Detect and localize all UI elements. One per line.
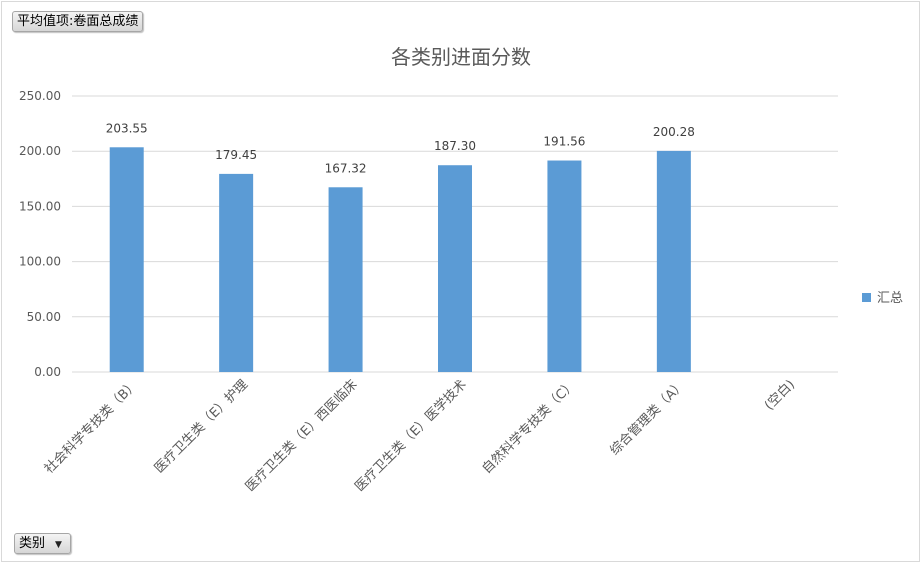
- data-label: 203.55: [106, 121, 148, 135]
- data-label: 187.30: [434, 139, 476, 153]
- x-tick-label: 医疗卫生类（E）护理: [152, 377, 251, 476]
- bar[interactable]: [328, 187, 363, 372]
- x-tick-label: 自然科学专技类（C）: [479, 377, 579, 477]
- x-tick-label: (空白): [761, 377, 798, 414]
- x-tick-label: 社会科学专技类（B）: [41, 377, 141, 477]
- y-axis: 0.00 50.00 100.00 150.00 200.00 250.00: [19, 89, 61, 379]
- data-labels: 203.55 179.45 167.32 187.30 191.56 200.28: [106, 121, 695, 175]
- legend-label: 汇总: [877, 291, 903, 306]
- legend-swatch: [862, 293, 871, 302]
- y-tick-label: 200.00: [19, 144, 61, 158]
- data-label: 191.56: [543, 135, 585, 149]
- value-field-button[interactable]: 平均值项:卷面总成绩: [12, 11, 144, 32]
- chevron-down-icon[interactable]: ▼: [55, 540, 62, 550]
- bar[interactable]: [438, 165, 472, 372]
- y-tick-label: 150.00: [19, 199, 61, 213]
- bar[interactable]: [547, 160, 582, 372]
- chart-title: 各类别进面分数: [391, 45, 531, 69]
- value-field-label: 平均值项:卷面总成绩: [17, 14, 139, 29]
- x-tick-label: 综合管理类（A）: [607, 377, 688, 458]
- y-tick-label: 50.00: [27, 310, 61, 324]
- x-tick-label: 医疗卫生类（E）西医临床: [243, 377, 361, 495]
- data-label: 179.45: [215, 148, 257, 162]
- y-tick-label: 100.00: [19, 255, 61, 269]
- category-field-label: 类别: [19, 536, 46, 551]
- data-label: 167.32: [325, 161, 367, 175]
- y-tick-label: 250.00: [19, 89, 61, 103]
- bar[interactable]: [219, 173, 254, 372]
- x-axis: 社会科学专技类（B） 医疗卫生类（E）护理医疗卫生类（E）西医临床医疗卫生类（E）…: [41, 377, 798, 495]
- legend: 汇总: [862, 291, 903, 306]
- bars: [109, 147, 691, 372]
- bar[interactable]: [656, 150, 691, 372]
- data-label: 200.28: [653, 125, 695, 139]
- x-tick-label: 医疗卫生类（E）医学技术: [352, 377, 470, 495]
- category-field-button[interactable]: 类别 ▼: [14, 533, 71, 554]
- y-tick-label: 0.00: [34, 365, 61, 379]
- bar[interactable]: [109, 147, 144, 372]
